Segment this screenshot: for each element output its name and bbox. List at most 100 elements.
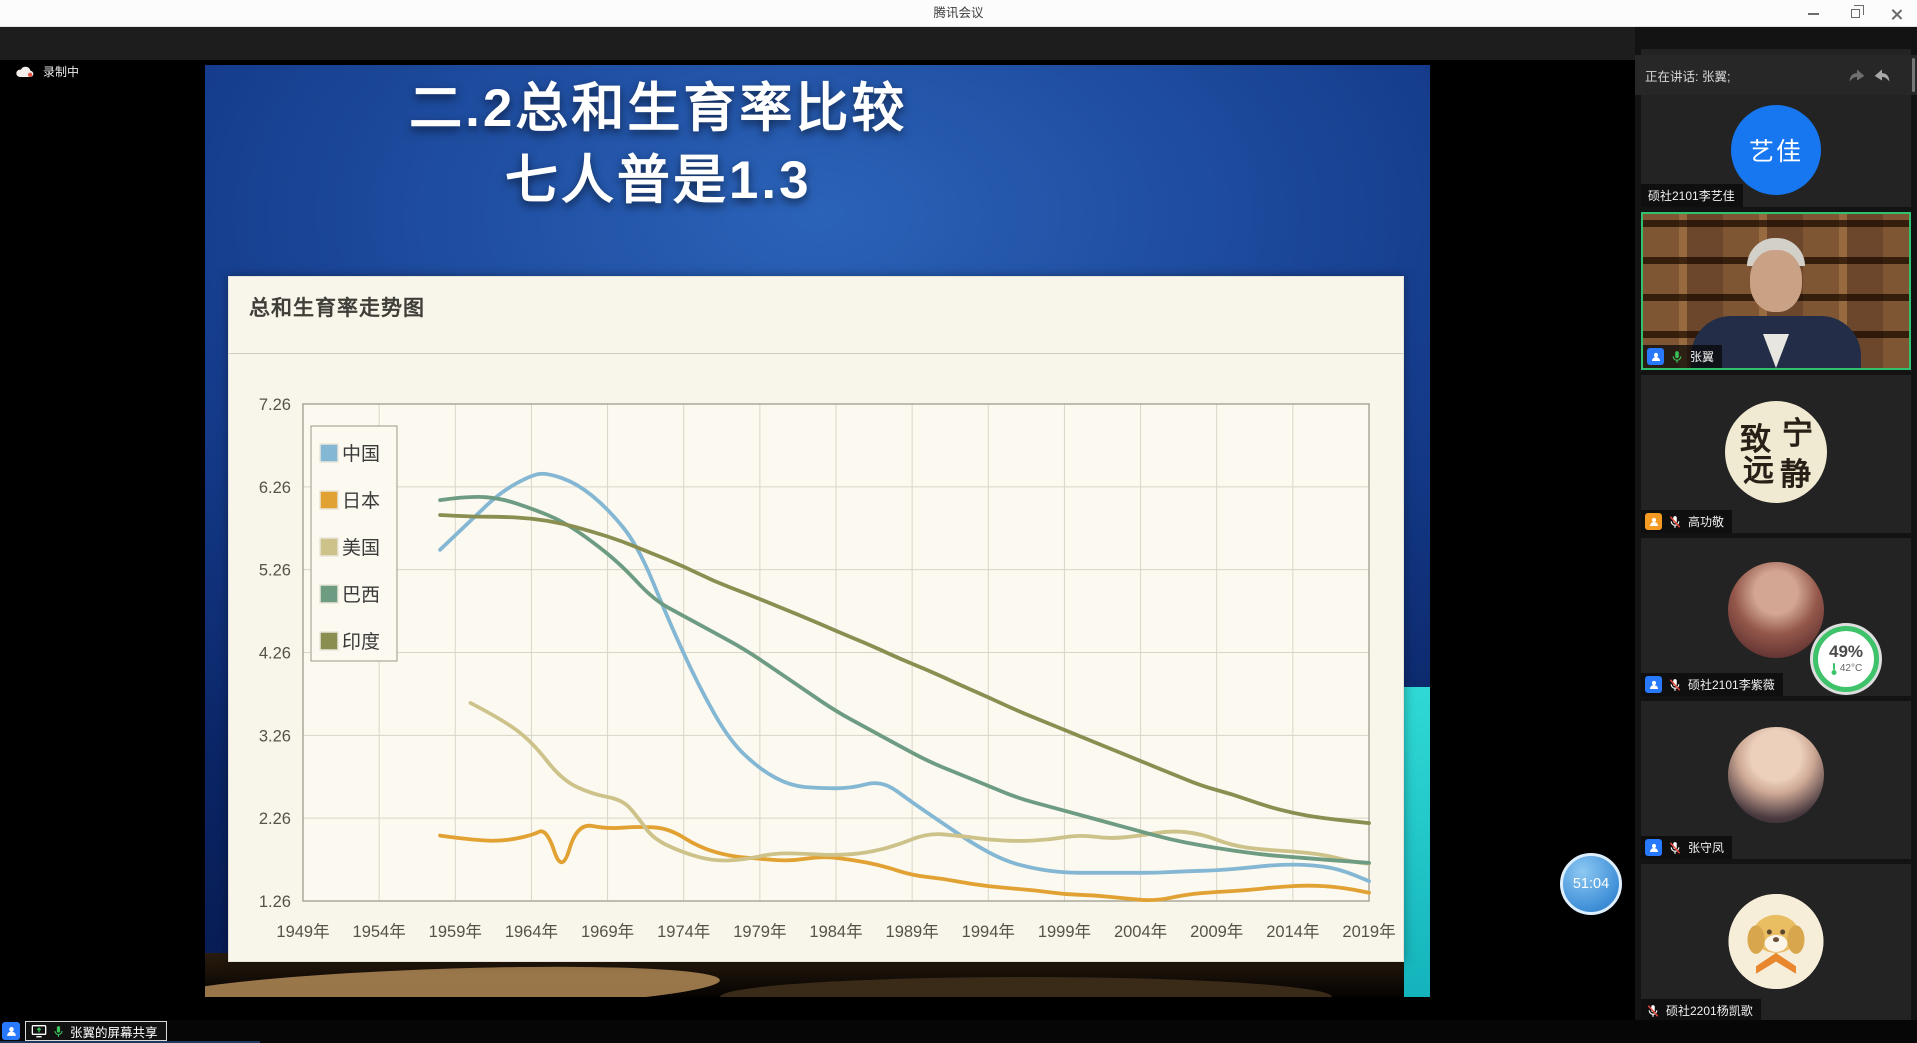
- avatar-initials: 艺佳: [1748, 138, 1803, 166]
- svg-text:2004年: 2004年: [1114, 922, 1167, 941]
- avatar-liyijia: 艺佳: [1731, 105, 1821, 195]
- slide-title-line1: 二.2总和生育率比较: [409, 79, 908, 138]
- reply-arrow-icon: [1874, 69, 1890, 82]
- restore-icon: [1850, 5, 1864, 18]
- svg-text:1974年: 1974年: [657, 922, 710, 941]
- active-speaker-banner: 正在讲话: 张翼;: [1635, 55, 1917, 95]
- calligraphy-char: 宁: [1782, 416, 1813, 452]
- avatar-cartoon-dog: [1728, 894, 1824, 989]
- slide-cyan-strip: [1404, 687, 1430, 997]
- avatar-photo: [1728, 727, 1824, 823]
- svg-text:日本: 日本: [342, 490, 380, 512]
- member-badge-icon: [1645, 513, 1662, 530]
- svg-text:1989年: 1989年: [886, 922, 939, 941]
- svg-text:2014年: 2014年: [1266, 922, 1319, 941]
- shared-screen-area: 录制中 二.2总和生育率比较 七人普是1.3 总和生育率走势图 1949年 195…: [0, 60, 1635, 1020]
- minimize-button[interactable]: [1803, 4, 1823, 24]
- battery-percent: 49%: [1828, 641, 1864, 661]
- participant-name-chip: 张守凤: [1641, 836, 1733, 859]
- meeting-toolbar-strip: [0, 27, 1917, 60]
- participant-name-chip: 高功敬: [1641, 510, 1733, 533]
- back-arrow-icon: [1849, 69, 1865, 82]
- svg-text:1959年: 1959年: [429, 922, 482, 941]
- slide-title: 二.2总和生育率比较 七人普是1.3: [205, 73, 1112, 217]
- svg-text:1999年: 1999年: [1038, 922, 1091, 941]
- chart-title: 总和生育率走势图: [249, 295, 425, 320]
- participant-name: 硕社2201杨凯歌: [1666, 1004, 1753, 1018]
- svg-text:1954年: 1954年: [353, 922, 406, 941]
- svg-text:1994年: 1994年: [962, 922, 1015, 941]
- sidebar-scrollbar[interactable]: [1912, 58, 1915, 92]
- svg-text:1979年: 1979年: [733, 922, 786, 941]
- video-frame-bookshelf: [1643, 214, 1909, 368]
- calligraphy-char: 致: [1740, 422, 1771, 458]
- svg-text:美国: 美国: [342, 537, 380, 559]
- slide-title-line2: 七人普是1.3: [504, 151, 812, 211]
- fertility-trend-chart: 1949年 1954年 1959年 1964年 1969年 1974年 1979年 1984年…: [259, 396, 1396, 941]
- member-badge-icon: [2, 1022, 20, 1040]
- participants-sidebar: 正在讲话: 张翼; 艺佳 硕社2101李艺佳: [1635, 27, 1917, 1043]
- minimize-icon: [1807, 12, 1819, 15]
- timer-value: 51:04: [1572, 876, 1610, 892]
- mic-muted-icon: [1667, 514, 1683, 530]
- participant-name: 硕社2101李紫薇: [1688, 678, 1775, 692]
- mic-muted-icon: [1667, 840, 1683, 856]
- participant-name: 高功敬: [1688, 515, 1725, 529]
- participant-name: 张守凤: [1688, 841, 1725, 855]
- svg-text:1.26: 1.26: [259, 893, 291, 911]
- participant-name: 张翼: [1690, 350, 1715, 364]
- temperature-value: 42°C: [1839, 663, 1863, 674]
- participant-name: 硕社2101李艺佳: [1648, 189, 1735, 203]
- window-title: 腾讯会议: [933, 6, 984, 20]
- person-face: [1750, 250, 1802, 312]
- svg-text:巴西: 巴西: [342, 585, 380, 606]
- recording-label: 录制中: [43, 65, 80, 79]
- video-list-arrows[interactable]: [1846, 64, 1893, 86]
- svg-text:6.26: 6.26: [259, 479, 291, 497]
- calligraphy-char: 远: [1743, 453, 1774, 489]
- svg-text:1964年: 1964年: [505, 922, 558, 941]
- svg-text:3.26: 3.26: [259, 727, 291, 745]
- restore-button[interactable]: [1845, 4, 1865, 24]
- member-badge-icon: [1647, 348, 1664, 365]
- participant-tile-yangkaige[interactable]: 硕社2201杨凯歌: [1641, 864, 1911, 1022]
- svg-text:1969年: 1969年: [581, 922, 634, 941]
- participant-tile-lizi wei[interactable]: 49% 42°C 硕社2101李紫薇: [1641, 538, 1911, 696]
- mic-muted-icon: [1645, 1003, 1661, 1019]
- mic-muted-icon: [1667, 677, 1683, 693]
- close-button[interactable]: [1887, 4, 1907, 24]
- calligraphy-char: 静: [1780, 457, 1811, 493]
- participant-name-chip: 硕社2201杨凯歌: [1641, 999, 1761, 1022]
- active-speaker-label: 正在讲话: 张翼;: [1645, 69, 1731, 84]
- participant-name-chip: 硕社2101李艺佳: [1641, 184, 1743, 207]
- battery-temperature-widget: 49% 42°C: [1813, 626, 1879, 692]
- screen-share-status: 张翼的屏幕共享: [2, 1021, 167, 1041]
- svg-text:4.26: 4.26: [259, 645, 291, 663]
- participant-name-chip: 硕社2101李紫薇: [1641, 673, 1783, 696]
- presentation-slide: 二.2总和生育率比较 七人普是1.3 总和生育率走势图 1949年 1954年 19…: [205, 65, 1430, 997]
- svg-text:2019年: 2019年: [1342, 922, 1395, 941]
- share-label-chip: 张翼的屏幕共享: [25, 1021, 167, 1041]
- close-icon: [1891, 8, 1903, 20]
- participant-name-chip: 张翼: [1643, 345, 1723, 368]
- member-badge-icon: [1645, 676, 1662, 693]
- fertility-chart-panel: 总和生育率走势图 1949年 1954年 1959年 1964年 1969年 1974年 1…: [228, 276, 1404, 962]
- participant-tile-zhangshoufeng[interactable]: 张守凤: [1641, 701, 1911, 859]
- svg-text:1984年: 1984年: [809, 922, 862, 941]
- avatar-photo: [1728, 562, 1824, 658]
- svg-text:2009年: 2009年: [1190, 922, 1243, 941]
- svg-text:5.26: 5.26: [259, 562, 291, 580]
- svg-text:1949年: 1949年: [276, 922, 329, 941]
- recording-indicator: 录制中: [14, 63, 79, 80]
- meeting-timer-bubble[interactable]: 51:04: [1560, 853, 1622, 915]
- participant-tile-zhangyi[interactable]: 张翼: [1641, 212, 1911, 370]
- participant-tile-gaogongjing[interactable]: 致 宁 远 静 高功敬: [1641, 375, 1911, 533]
- mic-on-icon: [54, 1025, 63, 1037]
- share-label: 张翼的屏幕共享: [70, 1025, 158, 1040]
- member-badge-icon: [1645, 839, 1662, 856]
- screen-share-icon: [31, 1025, 47, 1038]
- chart-title-separator: [229, 353, 1403, 354]
- taskbar: 张翼的屏幕共享: [0, 1020, 1917, 1043]
- avatar-calligraphy: 致 宁 远 静: [1725, 401, 1827, 503]
- window-titlebar: 腾讯会议: [0, 0, 1917, 27]
